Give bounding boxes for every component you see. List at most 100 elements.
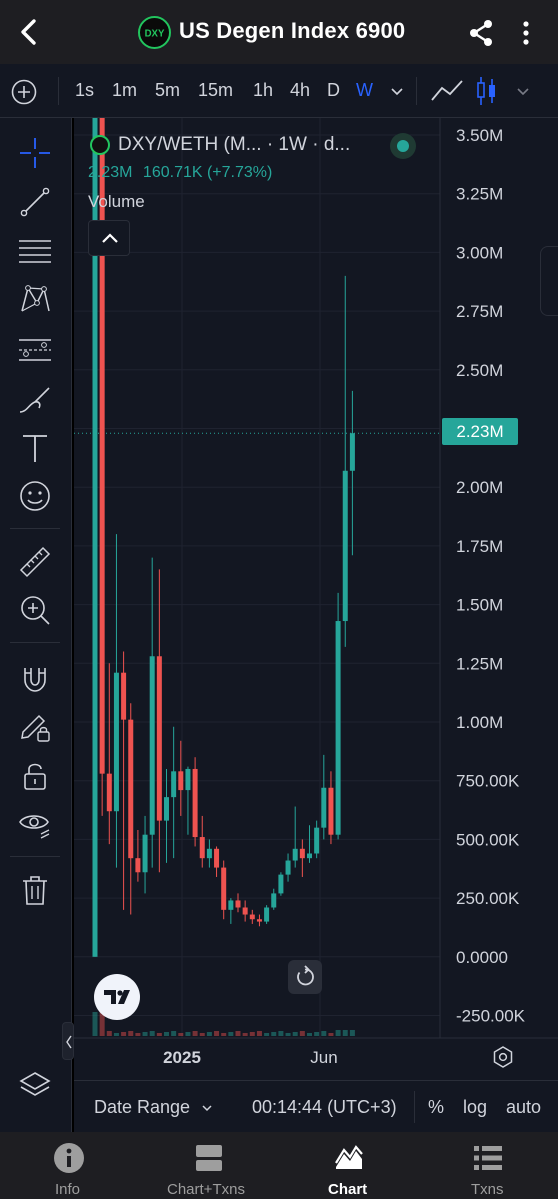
axis-settings-icon[interactable]	[490, 1044, 516, 1070]
reset-chart-button[interactable]	[288, 960, 322, 994]
candle-body	[171, 771, 177, 798]
nav-label-chart-txns: Chart+Txns	[167, 1181, 245, 1198]
price-chart[interactable]: 3.50M3.25M3.00M2.75M2.50M2.25M2.00M1.75M…	[74, 118, 558, 1080]
legend-volume-label[interactable]: Volume	[88, 192, 145, 211]
price-tick-label: -250.00K	[456, 1007, 526, 1026]
trend-line-icon[interactable]	[17, 184, 53, 220]
volume-bar	[242, 1033, 248, 1036]
nav-label-txns: Txns	[471, 1181, 504, 1198]
trash-icon[interactable]	[17, 872, 53, 908]
interval-4h[interactable]: 4h	[290, 80, 311, 100]
emoji-icon[interactable]	[17, 478, 53, 514]
time-tick-label: Jun	[310, 1048, 337, 1067]
token-logo: DXY	[138, 16, 171, 49]
eye-icon[interactable]	[17, 806, 53, 842]
crosshair-icon[interactable]	[17, 135, 53, 171]
chevron-down-icon[interactable]	[200, 1101, 214, 1115]
chart-footer: Date Range 00:14:44 (UTC+3) % log auto	[74, 1080, 558, 1132]
volume-bar	[149, 1031, 155, 1036]
candle-body	[249, 914, 255, 920]
candle-body	[342, 470, 348, 622]
right-panel-handle[interactable]	[540, 246, 558, 316]
candle-body	[285, 860, 291, 875]
candle-body	[328, 787, 334, 835]
volume-bar	[199, 1033, 205, 1036]
tradingview-logo-icon[interactable]	[94, 974, 140, 1020]
interval-w[interactable]: W	[356, 80, 373, 100]
auto-scale-toggle[interactable]: auto	[506, 1097, 542, 1117]
candle-body	[335, 621, 341, 835]
price-tick-label: 3.50M	[456, 126, 503, 145]
candle-body	[214, 848, 220, 868]
nav-item-txns[interactable]: Txns	[420, 1132, 558, 1199]
ruler-icon[interactable]	[17, 544, 53, 580]
footer-divider	[414, 1091, 415, 1123]
nav-item-chart[interactable]: Chart	[280, 1132, 420, 1199]
volume-bar	[128, 1031, 134, 1036]
volume-bar	[264, 1033, 270, 1036]
legend-change: 160.71K (+7.73%)	[142, 164, 273, 181]
candlestick-plot[interactable]: 3.50M3.25M3.00M2.75M2.50M2.25M2.00M1.75M…	[74, 118, 558, 1080]
volume-bar	[113, 1033, 119, 1036]
interval-d[interactable]: D	[327, 80, 340, 100]
candle-body	[228, 900, 234, 910]
volume-bar	[178, 1033, 184, 1036]
chevron-down-icon[interactable]	[388, 82, 406, 100]
candle-body	[121, 672, 127, 720]
candlestick-chart-type-icon[interactable]	[476, 75, 498, 107]
interval-1m[interactable]: 1m	[112, 80, 138, 100]
candle-body	[206, 848, 212, 859]
interval-1h[interactable]: 1h	[253, 80, 274, 100]
magnet-icon[interactable]	[17, 660, 53, 696]
volume-bar	[256, 1031, 262, 1036]
nav-item-info[interactable]: Info	[0, 1132, 140, 1199]
line-chart-type-icon[interactable]	[430, 76, 464, 106]
chevron-down-icon[interactable]	[514, 82, 532, 100]
candle-body	[164, 797, 169, 821]
percent-scale-toggle[interactable]: %	[428, 1097, 445, 1117]
date-range-button[interactable]: Date Range	[94, 1097, 191, 1117]
candle-body	[314, 827, 320, 854]
text-tool-icon[interactable]	[17, 430, 53, 466]
interval-1s[interactable]: 1s	[75, 80, 95, 100]
share-icon[interactable]	[465, 17, 497, 49]
interval-5m[interactable]: 5m	[155, 80, 181, 100]
collapse-legend-button[interactable]	[88, 220, 130, 256]
zoom-in-icon[interactable]	[17, 592, 53, 628]
candle-body	[299, 848, 305, 859]
volume-bar	[321, 1031, 327, 1036]
forecast-icon[interactable]	[17, 332, 53, 368]
volume-bar	[221, 1033, 227, 1036]
volume-bar	[335, 1030, 341, 1036]
more-options-icon[interactable]	[514, 17, 538, 49]
candle-body	[242, 907, 248, 915]
candle-body	[156, 656, 162, 821]
pattern-icon[interactable]	[17, 281, 53, 317]
price-tick-label: 2.75M	[456, 302, 503, 321]
lock-drawing-icon[interactable]	[17, 708, 53, 744]
back-arrow-icon[interactable]	[12, 14, 46, 50]
price-tick-label: 1.00M	[456, 713, 503, 732]
collapse-panel-handle[interactable]	[62, 1022, 74, 1060]
horizontal-lines-icon[interactable]	[17, 234, 53, 270]
nav-item-chart-txns[interactable]: Chart+Txns	[140, 1132, 280, 1199]
unlock-icon[interactable]	[17, 758, 53, 794]
add-symbol-icon[interactable]	[11, 79, 37, 105]
layers-icon[interactable]	[17, 1068, 53, 1104]
candle-body	[113, 672, 119, 812]
pair-logo	[90, 135, 110, 155]
volume-bar	[106, 1031, 112, 1036]
candle-body	[256, 919, 262, 922]
log-scale-toggle[interactable]: log	[463, 1097, 488, 1117]
candle-body	[221, 867, 227, 910]
legend-symbol[interactable]: DXY/WETH (M... · 1W · d...	[118, 134, 351, 155]
price-tick-label: 2.50M	[456, 361, 503, 380]
brush-icon[interactable]	[17, 382, 53, 418]
price-tick-label: 3.00M	[456, 243, 503, 262]
candle-body	[278, 874, 284, 894]
timezone-clock[interactable]: 00:14:44 (UTC+3)	[252, 1097, 397, 1117]
volume-bar	[206, 1032, 212, 1036]
interval-15m[interactable]: 15m	[198, 80, 234, 100]
drawing-tools-panel	[0, 118, 72, 1132]
nav-label-info: Info	[55, 1181, 81, 1198]
